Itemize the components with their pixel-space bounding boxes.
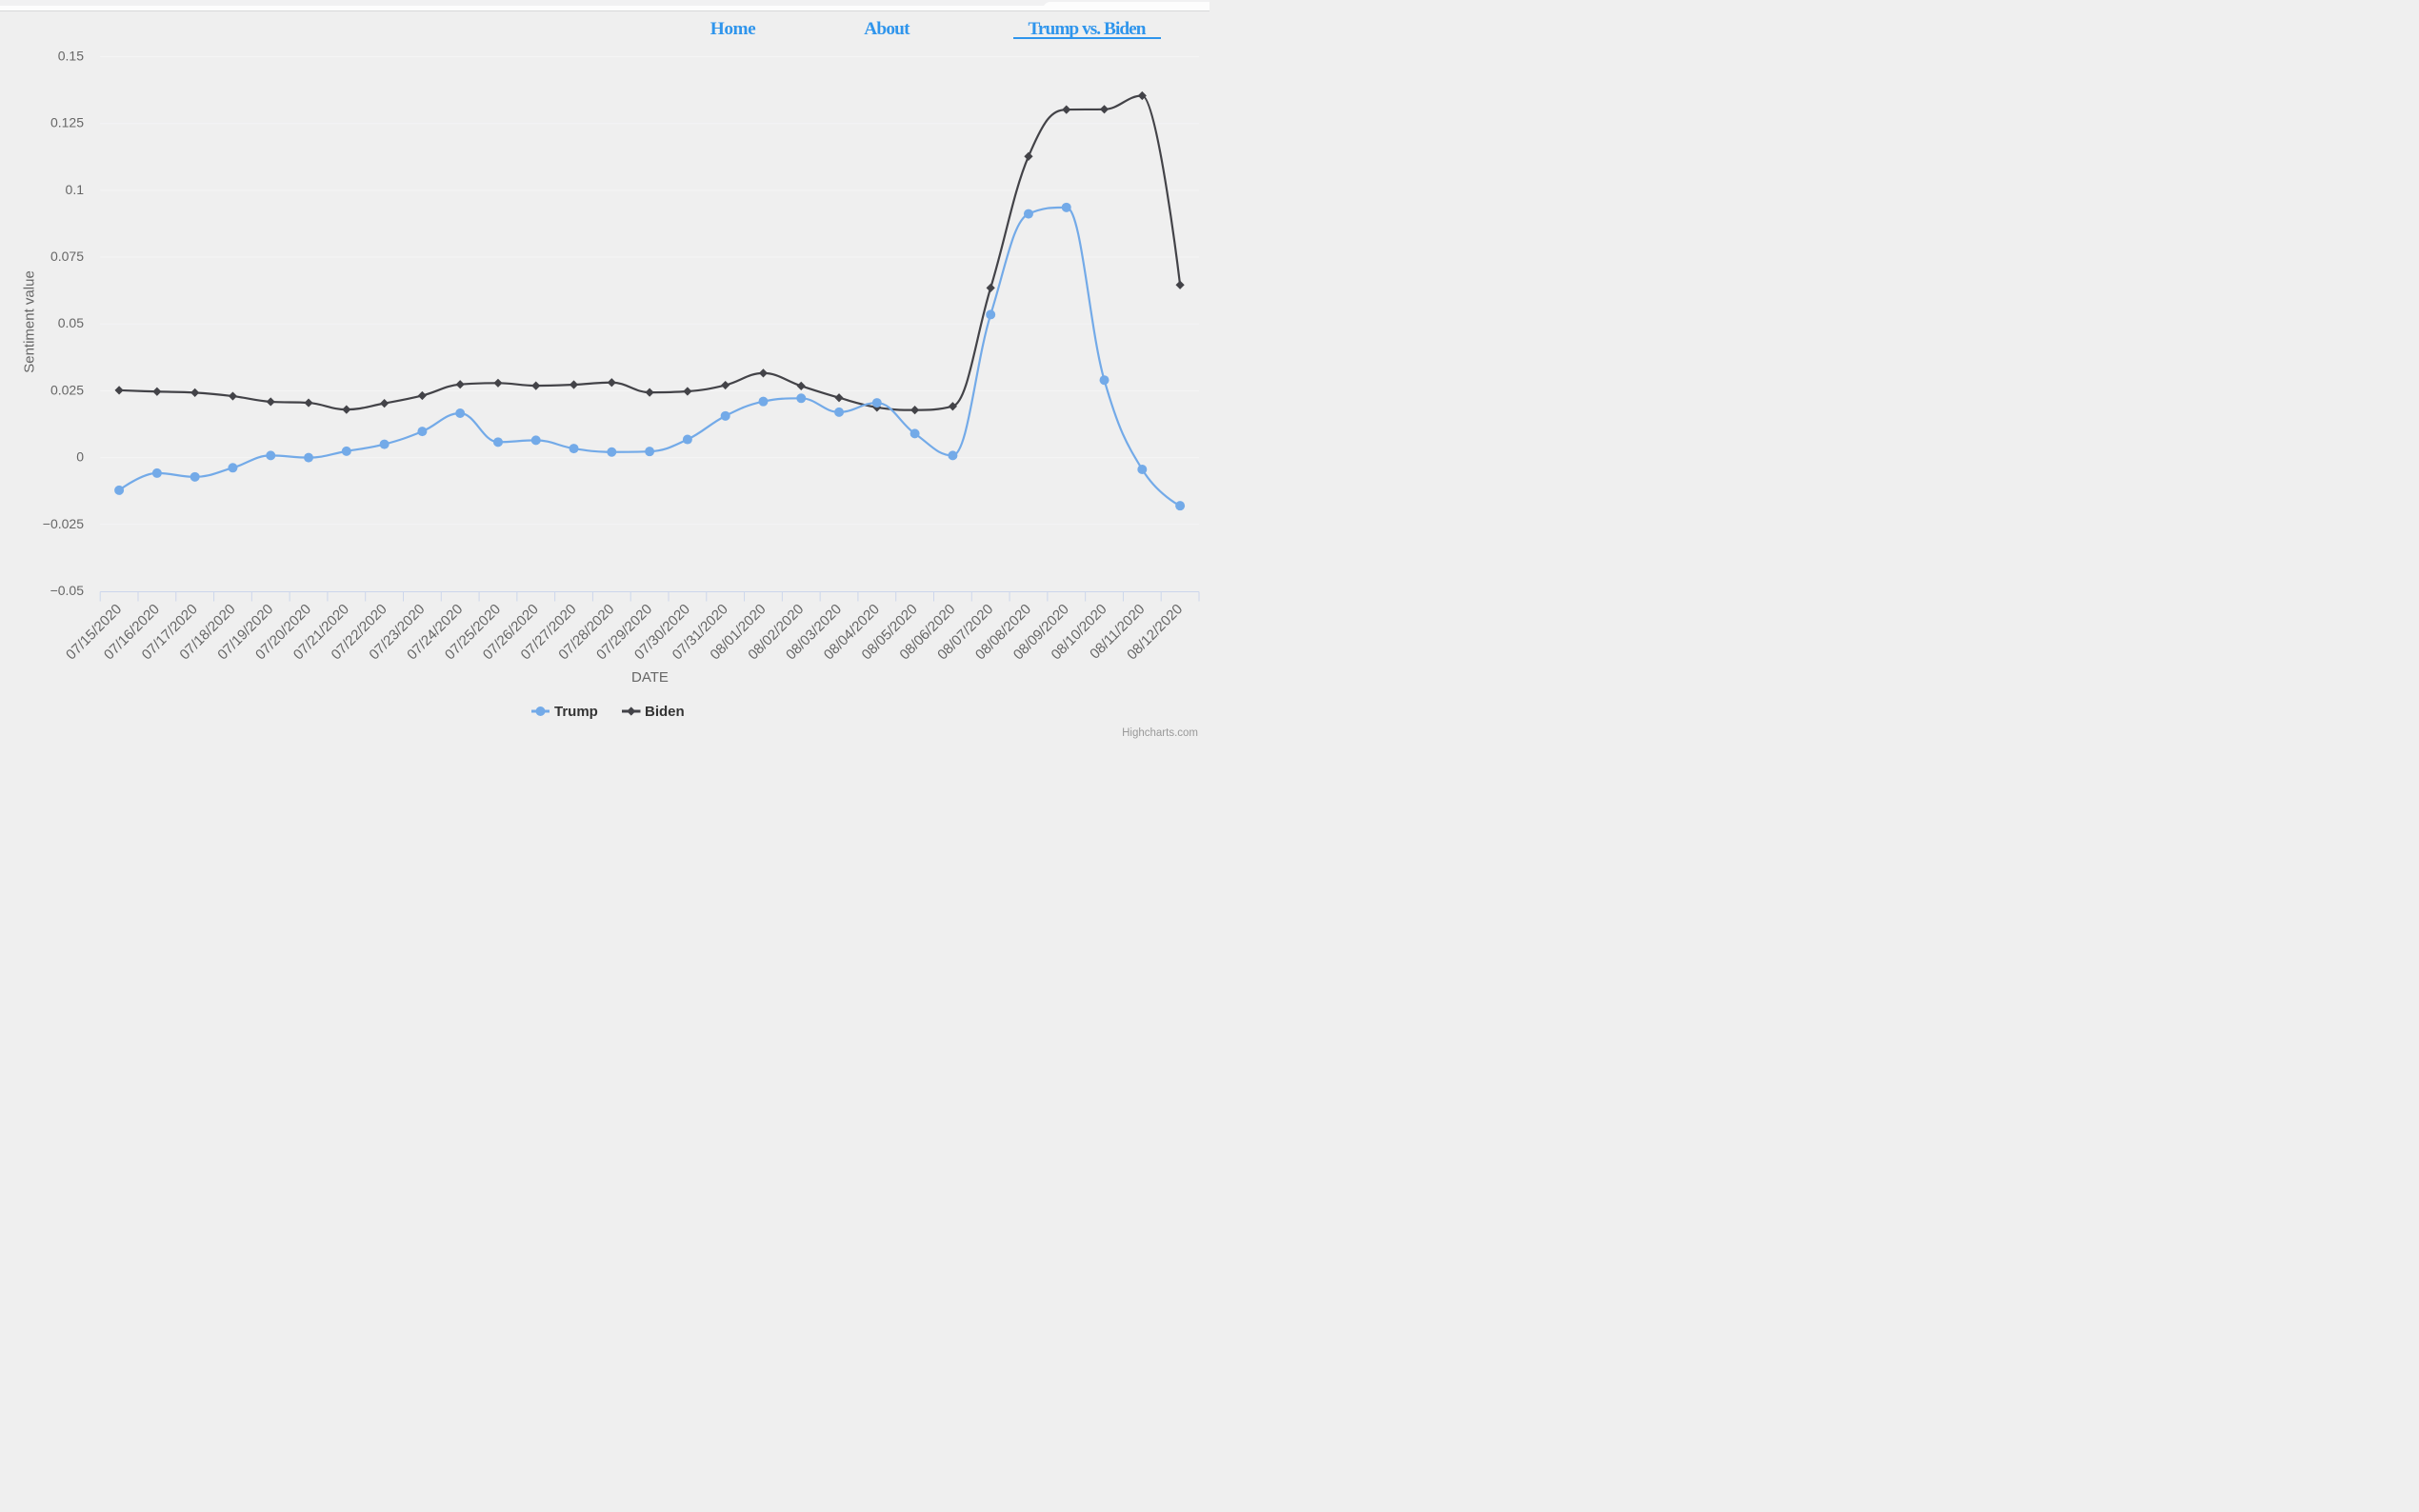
- svg-text:−0.025: −0.025: [43, 516, 84, 531]
- svg-text:0.1: 0.1: [66, 182, 85, 197]
- svg-text:Trump: Trump: [554, 704, 598, 720]
- svg-text:0.15: 0.15: [58, 49, 84, 64]
- svg-text:DATE: DATE: [631, 669, 669, 686]
- svg-text:0.05: 0.05: [58, 315, 84, 330]
- svg-text:0.025: 0.025: [50, 382, 84, 397]
- svg-text:Sentiment value: Sentiment value: [22, 270, 38, 373]
- svg-text:−0.05: −0.05: [50, 583, 85, 598]
- svg-text:0: 0: [76, 449, 84, 465]
- svg-text:0.125: 0.125: [50, 115, 84, 130]
- svg-text:0.075: 0.075: [50, 249, 84, 264]
- svg-text:Highcharts.com: Highcharts.com: [1122, 727, 1198, 739]
- svg-text:Biden: Biden: [645, 704, 685, 720]
